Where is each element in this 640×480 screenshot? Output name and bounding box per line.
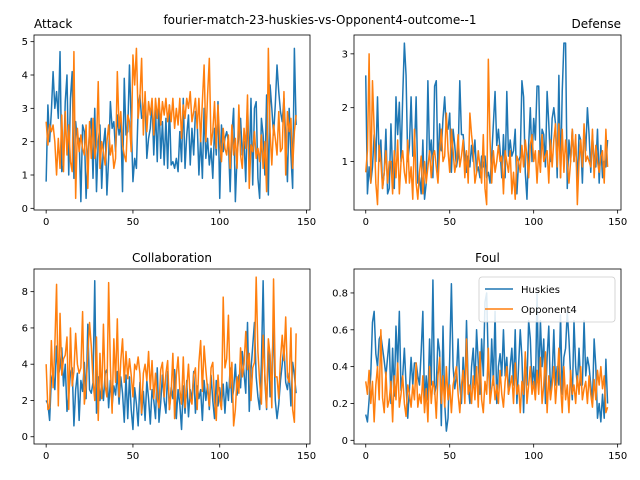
series-line-opponent4 [45,47,297,200]
x-tick-label: 100 [210,217,229,228]
x-tick-label: 0 [43,217,49,228]
plot-frame [353,34,622,211]
subplot-foul: Foul 0 50 100 150 0 0.2 0.4 0.6 0.8 Huskies Opponen… [332,251,627,462]
x-tick-label: 100 [524,217,543,228]
plot-frame [353,268,622,445]
x-tick-label: 150 [297,217,316,228]
subplot-attack: Attack 0 50 100 150 0 1 2 3 4 5 [22,17,316,228]
x-tick-label: 150 [608,217,627,228]
plot-frame [33,268,311,445]
y-tick-label: 0.6 [332,325,348,336]
x-tick-label: 50 [127,217,140,228]
y-tick-label: 2 [22,396,28,407]
x-tick-label: 100 [210,451,229,462]
y-tick-label: 4 [22,71,28,82]
y-tick-label: 2 [342,103,348,114]
subplot-grid: Attack 0 50 100 150 0 1 2 3 4 5 Defense 0 50 100 150 1 2 3… [22,17,628,462]
legend-label: Opponent4 [521,305,577,316]
subplot-title: Collaboration [132,251,212,265]
series-line-huskies [45,47,297,203]
subplot-title: Foul [475,251,500,265]
y-tick-label: 4 [22,360,28,371]
x-tick-label: 0 [363,451,369,462]
subplot-defense: Defense 0 50 100 150 1 2 3 [342,17,628,228]
series-line-opponent4 [365,329,609,423]
x-tick-label: 100 [524,451,543,462]
x-tick-label: 150 [297,451,316,462]
figure-title: fourier-match-23-huskies-vs-Opponent4-ou… [163,13,476,27]
y-tick-label: 5 [22,37,28,48]
y-tick-label: 3 [342,49,348,60]
y-tick-label: 0 [22,432,28,443]
subplot-title: Attack [34,17,72,31]
x-tick-label: 0 [43,451,49,462]
y-tick-label: 1 [342,157,348,168]
y-tick-label: 0.8 [332,288,348,299]
subplot-title: Defense [572,17,621,31]
y-tick-label: 2 [22,137,28,148]
plot-frame [33,34,311,211]
x-tick-label: 50 [127,451,140,462]
y-tick-label: 6 [22,323,28,334]
y-tick-label: 3 [22,104,28,115]
y-tick-label: 0.4 [332,362,348,373]
y-tick-label: 0 [22,204,28,215]
x-tick-label: 0 [363,217,369,228]
legend: Huskies Opponent4 [478,276,616,323]
series-line-opponent4 [45,276,297,427]
x-tick-label: 50 [443,217,456,228]
y-tick-label: 0.2 [332,399,348,410]
y-tick-label: 1 [22,171,28,182]
x-tick-label: 150 [608,451,627,462]
legend-label: Huskies [521,285,560,296]
x-tick-label: 50 [443,451,456,462]
y-tick-label: 0 [342,436,348,447]
subplot-collaboration: Collaboration 0 50 100 150 0 2 4 6 8 [22,251,316,462]
series-line-opponent4 [365,53,609,206]
y-tick-label: 8 [22,287,28,298]
